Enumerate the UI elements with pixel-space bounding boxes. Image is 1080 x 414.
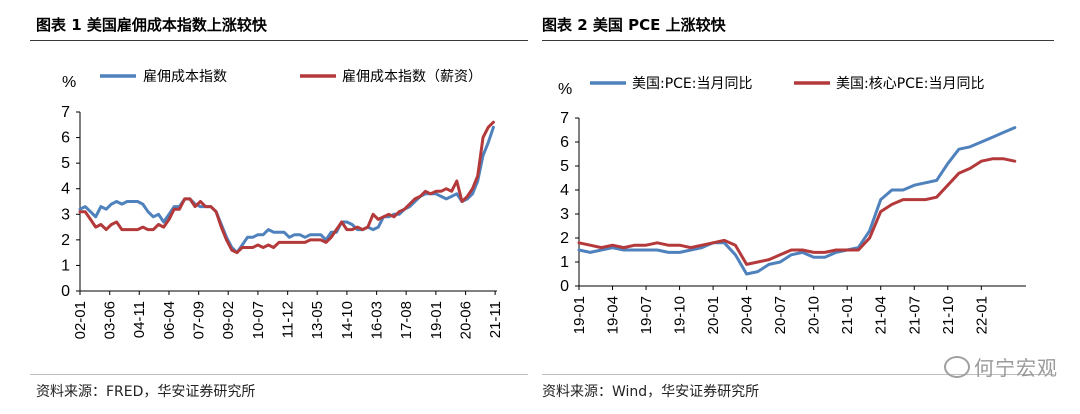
y-axis-unit: %	[558, 81, 572, 98]
x-tick-label: 20-04	[739, 296, 756, 334]
x-tick-label: 14-10	[339, 301, 356, 339]
y-tick-label: 1	[560, 254, 569, 271]
series-line-1	[78, 125, 495, 255]
legend-label-1: 美国:PCE:当月同比	[632, 76, 753, 92]
chart-panel-right: 图表 2 美国 PCE 上涨较快 % 0 1 2 3 4 5 6 7 19-01 19-04 19-0…	[540, 0, 1080, 414]
chart-title-right: 图表 2 美国 PCE 上涨较快	[542, 16, 726, 34]
x-tick-label: 03-06	[102, 301, 119, 339]
series-line-2	[78, 120, 495, 255]
x-tick-label: 06-04	[161, 301, 178, 339]
x-tick-label: 19-10	[672, 296, 689, 334]
y-tick-label: 6	[61, 130, 70, 147]
y-tick-label: 0	[61, 283, 70, 300]
x-tick-label: 20-10	[806, 296, 823, 334]
y-tick-label: 6	[560, 134, 569, 151]
chart-panel-left: 图表 1 美国雇佣成本指数上涨较快 % 0 1 2 3 4 5 6 7 02-01 03-06 04-…	[30, 16, 528, 400]
legend-label-1: 雇佣成本指数	[143, 68, 227, 85]
title-divider-right	[542, 40, 1054, 41]
source-note-right: 资料来源：Wind，华安证券研究所	[542, 384, 760, 400]
x-tick-label: 19-04	[605, 296, 622, 334]
title-divider-left	[30, 40, 528, 41]
y-tick-label: 3	[61, 206, 70, 223]
legend-label-2: 雇佣成本指数（薪资）	[342, 68, 482, 85]
watermark-text: 何宁宏观	[974, 356, 1058, 380]
y-tick-label: 1	[61, 257, 70, 274]
x-tick-label: 19-01	[571, 296, 588, 334]
x-tick-label: 20-07	[772, 296, 789, 334]
source-divider-right	[542, 374, 1054, 375]
y-tick-label: 5	[61, 155, 70, 172]
y-axis-unit: %	[62, 74, 76, 91]
y-tick-label: 2	[560, 230, 569, 247]
x-tick-label: 21-07	[906, 296, 923, 334]
x-tick-label: 21-11	[487, 301, 504, 338]
series-line-2	[577, 157, 1017, 266]
y-tick-label: 2	[61, 232, 70, 249]
y-tick-label: 4	[560, 182, 569, 199]
watermark: 何宁宏观	[944, 352, 1058, 381]
wechat-icon	[944, 356, 970, 378]
source-note-left: 资料来源：FRED，华安证券研究所	[36, 384, 256, 400]
x-tick-label: 17-08	[398, 301, 415, 339]
series-line-1	[577, 126, 1017, 276]
x-tick-label: 20-01	[705, 296, 722, 334]
y-tick-label: 3	[560, 206, 569, 223]
x-tick-label: 21-04	[873, 296, 890, 334]
x-tick-label: 04-11	[131, 301, 148, 338]
chart-title-left: 图表 1 美国雇佣成本指数上涨较快	[36, 16, 267, 34]
x-tick-label: 20-06	[458, 301, 475, 339]
x-tick-label: 09-02	[220, 301, 237, 339]
y-tick-label: 5	[560, 158, 569, 175]
x-tick-label: 21-01	[839, 296, 856, 334]
x-tick-label: 13-05	[309, 301, 326, 339]
x-tick-label: 22-01	[973, 296, 990, 334]
x-tick-label: 11-12	[280, 301, 297, 338]
y-tick-label: 0	[560, 278, 569, 295]
x-tick-label: 19-01	[428, 301, 445, 339]
x-tick-label: 02-01	[72, 301, 89, 339]
x-tick-label: 19-07	[638, 296, 655, 334]
line-chart-right: % 0 1 2 3 4 5 6 7 19-01 19-04 19-07 19-10 20-01 20-04 2…	[558, 76, 1026, 334]
y-tick-label: 7	[61, 104, 70, 121]
source-divider-left	[30, 374, 528, 375]
x-tick-label: 07-09	[191, 301, 208, 339]
x-tick-label: 21-10	[940, 296, 957, 334]
x-tick-label: 16-03	[369, 301, 386, 339]
x-tick-label: 10-07	[250, 301, 267, 339]
legend-label-2: 美国:核心PCE:当月同比	[836, 76, 985, 92]
line-chart-left: % 0 1 2 3 4 5 6 7 02-01 03-06 04-11 06-04 07-09 09-02 1…	[61, 68, 504, 339]
y-tick-label: 7	[560, 110, 569, 127]
y-tick-label: 4	[61, 181, 70, 198]
